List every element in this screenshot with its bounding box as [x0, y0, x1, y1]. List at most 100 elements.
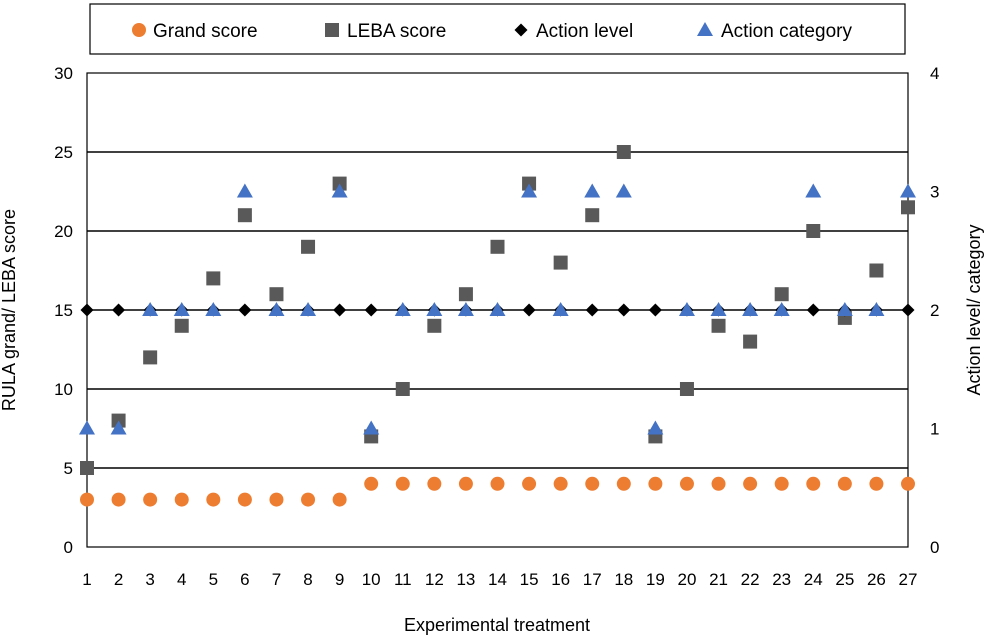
circle-point	[679, 476, 694, 491]
square-point	[869, 263, 884, 278]
x-tick-label: 8	[303, 570, 312, 589]
circle-point	[427, 476, 442, 491]
diamond-point	[806, 303, 820, 317]
y-tick-label-right: 4	[930, 64, 939, 83]
x-tick-label: 24	[804, 570, 823, 589]
square-point	[616, 145, 631, 159]
circle-point	[711, 476, 726, 491]
triangle-point	[173, 302, 190, 316]
left-axis-ticks: 0 5 10 15 20 25 30	[54, 64, 73, 557]
x-tick-label: 20	[678, 570, 697, 589]
triangle-point	[142, 302, 159, 316]
x-tick-label: 22	[741, 570, 760, 589]
x-axis-ticks: 1 2 3 4 5 6 7 8 9 10 11 12 13 14 15 16 17 18 19 20 21 22 23 24 2…	[82, 570, 917, 589]
triangle-point	[900, 183, 916, 198]
square-point	[774, 287, 789, 302]
triangle-point	[678, 302, 695, 316]
y-tick-label-right: 0	[930, 538, 939, 557]
x-tick-label: 9	[335, 570, 344, 589]
circle-point	[301, 492, 316, 507]
data-marks	[79, 145, 916, 507]
circle-point	[743, 476, 758, 491]
circle-point	[395, 476, 410, 491]
x-tick-label: 6	[240, 570, 249, 589]
y-axis-title-left: RULA grand/ LEBA score	[0, 209, 19, 411]
triangle-point	[268, 302, 285, 316]
square-point	[553, 255, 568, 270]
circle-point	[490, 476, 505, 491]
x-tick-label: 18	[614, 570, 633, 589]
triangle-point	[868, 302, 885, 316]
y-tick-label-left: 5	[64, 459, 73, 478]
circle-point	[332, 492, 347, 507]
x-tick-label: 11	[394, 570, 412, 589]
x-axis-title: Experimental treatment	[404, 615, 590, 635]
diamond-point	[364, 303, 378, 317]
legend-diamond-icon	[514, 23, 528, 37]
diamond-point	[585, 303, 599, 317]
legend-square-icon	[325, 23, 339, 37]
x-tick-label: 16	[551, 570, 570, 589]
right-axis-ticks: 0 1 2 3 4	[930, 64, 939, 557]
x-tick-label: 27	[899, 570, 918, 589]
square-point	[743, 334, 758, 349]
circle-point	[648, 476, 663, 491]
x-tick-label: 23	[772, 570, 791, 589]
square-point	[206, 271, 221, 286]
x-tick-label: 4	[177, 570, 186, 589]
x-tick-label: 21	[709, 570, 728, 589]
legend-circle-icon	[132, 23, 146, 37]
triangle-point	[236, 183, 253, 198]
square-point	[458, 287, 473, 302]
circle-point	[206, 492, 221, 507]
legend-box	[89, 3, 906, 55]
circle-point	[364, 476, 379, 491]
square-point	[427, 318, 442, 333]
triangle-point	[615, 183, 632, 198]
diamond-point	[333, 303, 347, 317]
series-grand-score	[80, 476, 915, 507]
square-point	[174, 318, 189, 333]
diamond-point	[238, 303, 252, 317]
triangle-point	[110, 420, 127, 435]
square-point	[143, 350, 158, 365]
circle-point	[837, 476, 852, 491]
circle-point	[553, 476, 568, 491]
y-tick-label-right: 3	[930, 183, 939, 202]
diamond-point	[80, 303, 94, 317]
triangle-point	[647, 420, 664, 435]
square-point	[901, 200, 915, 215]
x-tick-label: 17	[583, 570, 602, 589]
circle-point	[111, 492, 126, 507]
y-tick-label-right: 2	[930, 301, 939, 320]
square-point	[679, 382, 694, 396]
y-tick-label-left: 0	[64, 538, 73, 557]
triangle-point	[805, 183, 822, 198]
triangle-point	[584, 183, 601, 198]
triangle-point	[394, 302, 411, 316]
x-tick-label: 25	[835, 570, 854, 589]
x-tick-label: 2	[114, 570, 123, 589]
y-tick-label-left: 15	[54, 301, 73, 320]
square-point	[269, 287, 284, 302]
triangle-point	[742, 302, 759, 316]
x-tick-label: 3	[145, 570, 154, 589]
x-tick-label: 14	[488, 570, 507, 589]
y-tick-label-left: 10	[54, 380, 73, 399]
legend: Grand score LEBA score Action level Action …	[89, 3, 906, 55]
x-tick-label: 15	[520, 570, 539, 589]
legend-label: Action level	[536, 21, 633, 42]
x-tick-label: 1	[82, 570, 91, 589]
circle-point	[237, 492, 252, 507]
x-tick-label: 12	[425, 570, 444, 589]
square-point	[80, 461, 94, 475]
y-tick-label-right: 1	[930, 420, 939, 439]
circle-point	[458, 476, 473, 491]
square-point	[585, 208, 600, 223]
triangle-point	[489, 302, 506, 316]
triangle-point	[363, 420, 380, 435]
square-point	[301, 239, 316, 254]
circle-point	[616, 476, 631, 491]
triangle-point	[521, 183, 538, 198]
circle-point	[901, 476, 915, 491]
